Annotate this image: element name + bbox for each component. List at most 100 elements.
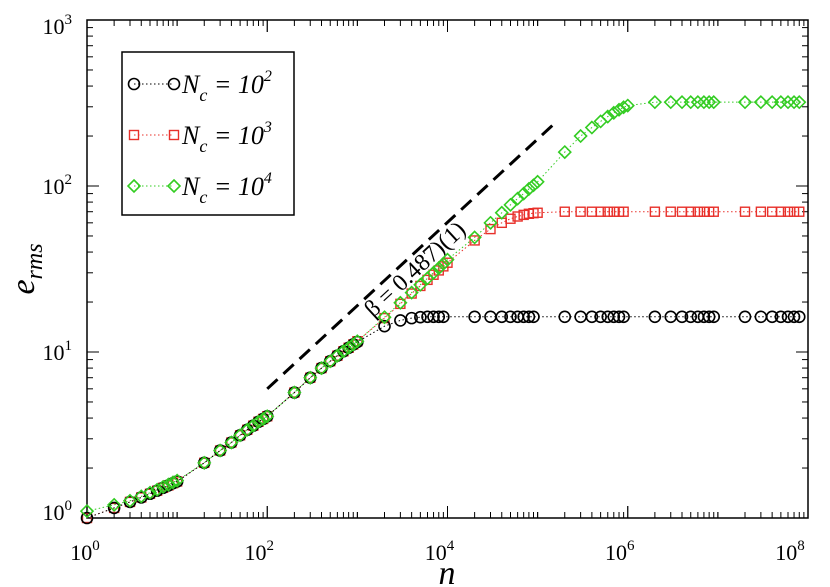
data-point xyxy=(707,310,721,324)
data-point xyxy=(393,295,408,310)
legend-entry: Nc = 102 xyxy=(127,68,272,105)
data-point xyxy=(79,503,95,519)
x-tick-label: 102 xyxy=(245,538,275,565)
data-point xyxy=(346,337,361,352)
legend-box xyxy=(121,51,295,216)
data-point xyxy=(431,261,446,276)
data-point xyxy=(706,95,721,110)
data-point xyxy=(702,95,717,110)
y-tick-label: 100 xyxy=(43,498,73,525)
data-point xyxy=(775,206,787,217)
data-point xyxy=(442,257,453,268)
series-layer xyxy=(79,95,807,525)
data-point xyxy=(287,385,302,400)
data-point xyxy=(165,475,181,490)
data-point xyxy=(608,206,619,217)
data-point xyxy=(212,443,228,458)
svg-text:erms: erms xyxy=(5,243,48,294)
data-point xyxy=(378,319,391,333)
data-point xyxy=(774,310,788,324)
series-diamond xyxy=(79,95,807,519)
legend-entry: Nc = 103 xyxy=(128,119,272,156)
data-point xyxy=(414,310,427,324)
data-point xyxy=(512,211,523,222)
data-point xyxy=(738,310,752,324)
x-tick-label: 100 xyxy=(70,538,100,565)
legend-label: Nc = 102 xyxy=(181,68,272,105)
data-point xyxy=(426,265,441,280)
data-point xyxy=(697,310,711,324)
data-point xyxy=(468,310,481,324)
data-point xyxy=(792,95,807,110)
data-point xyxy=(522,310,536,324)
y-axis-title: erms xyxy=(5,243,48,294)
data-point xyxy=(214,445,226,456)
data-point xyxy=(107,501,121,515)
data-point xyxy=(573,128,588,144)
data-point xyxy=(526,178,541,193)
data-point xyxy=(649,206,661,217)
data-point xyxy=(612,310,626,324)
data-point xyxy=(81,512,93,524)
data-point xyxy=(106,497,122,512)
data-point xyxy=(585,310,599,324)
data-point xyxy=(684,310,698,324)
minor-ticks xyxy=(87,20,808,518)
data-point xyxy=(527,310,540,324)
data-point xyxy=(224,435,239,450)
y-tick-label: 102 xyxy=(43,172,73,199)
data-point xyxy=(122,493,138,508)
data-point xyxy=(314,360,329,376)
data-point xyxy=(149,482,165,497)
legend-marker-end xyxy=(167,77,181,91)
data-point xyxy=(246,418,261,433)
data-point xyxy=(600,109,615,124)
tick-labels: 100 102 104 106 108 100 101 102 103 xyxy=(43,12,805,565)
data-point xyxy=(702,310,716,324)
data-point xyxy=(602,206,613,217)
data-point xyxy=(504,310,517,324)
data-point xyxy=(616,100,631,115)
data-point xyxy=(665,206,676,217)
data-point xyxy=(303,370,318,385)
data-point xyxy=(226,437,237,448)
legend-label: Nc = 103 xyxy=(181,119,272,156)
data-point xyxy=(316,362,327,374)
data-point xyxy=(685,206,696,217)
data-point xyxy=(505,213,516,224)
data-point xyxy=(696,95,712,110)
legend-marker-start xyxy=(127,77,141,91)
data-point xyxy=(405,311,418,325)
data-point xyxy=(792,310,806,324)
data-point xyxy=(794,206,805,217)
data-point xyxy=(698,206,710,217)
data-point xyxy=(156,479,171,495)
data-point xyxy=(584,120,600,135)
y-tick-label: 103 xyxy=(43,12,73,39)
data-point xyxy=(432,310,446,324)
data-point xyxy=(485,223,496,235)
x-tick-label: 104 xyxy=(425,538,455,565)
data-point xyxy=(559,206,570,217)
data-point xyxy=(606,105,621,120)
data-point xyxy=(503,197,518,212)
data-point xyxy=(495,310,509,324)
data-point xyxy=(607,310,621,324)
data-point xyxy=(169,473,185,488)
data-point xyxy=(739,206,751,217)
data-point xyxy=(620,98,635,113)
data-point xyxy=(780,95,796,110)
data-point xyxy=(517,310,530,324)
legend-marker-start xyxy=(126,178,142,194)
legend-marker-start xyxy=(128,129,140,141)
major-ticks xyxy=(86,19,809,519)
data-point xyxy=(377,310,392,325)
data-point xyxy=(521,181,537,197)
data-point xyxy=(260,409,275,424)
data-point xyxy=(618,206,629,217)
data-point xyxy=(788,206,800,217)
y-axis-title-main: e xyxy=(5,279,42,294)
data-point xyxy=(595,206,606,217)
data-point xyxy=(341,340,356,355)
x-axis-title: n xyxy=(439,555,456,587)
